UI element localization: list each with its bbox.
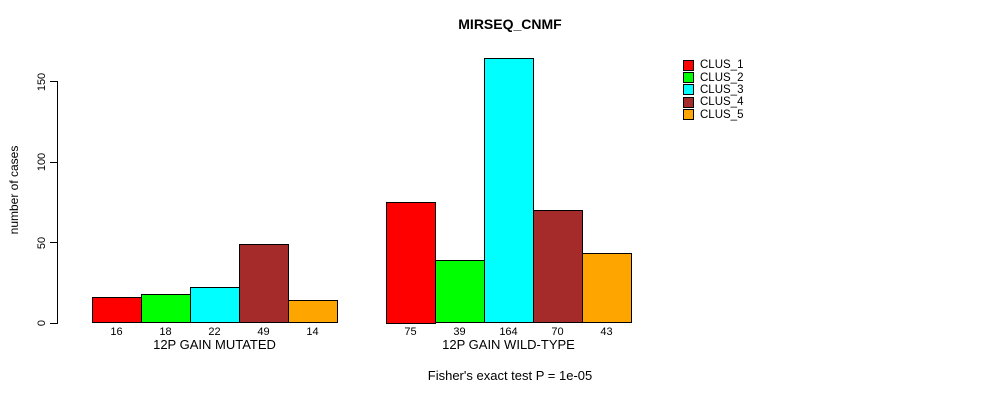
bar-clus_1 <box>386 201 436 324</box>
group-label: 12P GAIN WILD-TYPE <box>442 337 575 352</box>
bar-count-label: 18 <box>159 326 172 338</box>
legend-label: CLUS_3 <box>700 83 744 96</box>
group-label: 12P GAIN MUTATED <box>153 337 276 352</box>
y-axis-line <box>57 81 58 324</box>
bar-count-label: 16 <box>110 326 123 338</box>
bar-count-label: 70 <box>551 326 564 338</box>
bar-count-label: 22 <box>208 326 221 338</box>
y-axis-tick <box>50 242 57 243</box>
fisher-test-caption: Fisher's exact test P = 1e-05 <box>427 368 593 383</box>
bar-count-label: 75 <box>404 326 417 338</box>
legend-swatch-icon <box>683 59 694 71</box>
bar-count-label: 49 <box>257 326 270 338</box>
bar-clus_2 <box>435 259 485 324</box>
y-tick-label: 150 <box>36 72 48 91</box>
legend-swatch-icon <box>683 72 694 84</box>
bar-clus_3 <box>484 58 534 324</box>
bar-count-label: 39 <box>453 326 466 338</box>
legend-label: CLUS_4 <box>700 96 744 109</box>
legend-swatch-icon <box>683 84 694 96</box>
legend-label: CLUS_2 <box>700 71 744 84</box>
chart-title: MIRSEQ_CNMF <box>458 16 562 32</box>
bar-clus_5 <box>288 299 338 324</box>
y-tick-label: 50 <box>36 236 48 249</box>
legend-swatch-icon <box>683 96 694 108</box>
legend-entry: CLUS_3 <box>683 84 743 96</box>
legend-swatch-icon <box>683 109 694 121</box>
legend-entry: CLUS_2 <box>683 71 744 84</box>
bar-clus_4 <box>533 209 583 324</box>
y-axis-tick <box>50 81 57 82</box>
bar-clus_4 <box>239 243 289 324</box>
y-tick-label: 100 <box>36 152 48 172</box>
y-axis-tick <box>50 161 57 163</box>
y-axis-tick <box>50 322 57 324</box>
bar-count-label: 14 <box>306 326 319 338</box>
bar-clus_2 <box>141 293 191 324</box>
bar-clus_1 <box>92 296 142 324</box>
legend-entry: CLUS_4 <box>683 96 743 108</box>
legend-entry: CLUS_1 <box>683 59 743 71</box>
legend-label: CLUS_1 <box>700 59 744 72</box>
bar-count-label: 164 <box>499 326 518 338</box>
legend: CLUS_1 CLUS_2 CLUS_3 CLUS_4 CLUS_5 <box>683 59 743 121</box>
bar-clus_3 <box>190 287 240 324</box>
y-tick-label: 0 <box>36 319 48 327</box>
legend-entry: CLUS_5 <box>683 109 743 121</box>
legend-label: CLUS_5 <box>700 108 744 121</box>
bar-clus_5 <box>582 253 632 324</box>
bar-count-label: 43 <box>600 326 613 338</box>
